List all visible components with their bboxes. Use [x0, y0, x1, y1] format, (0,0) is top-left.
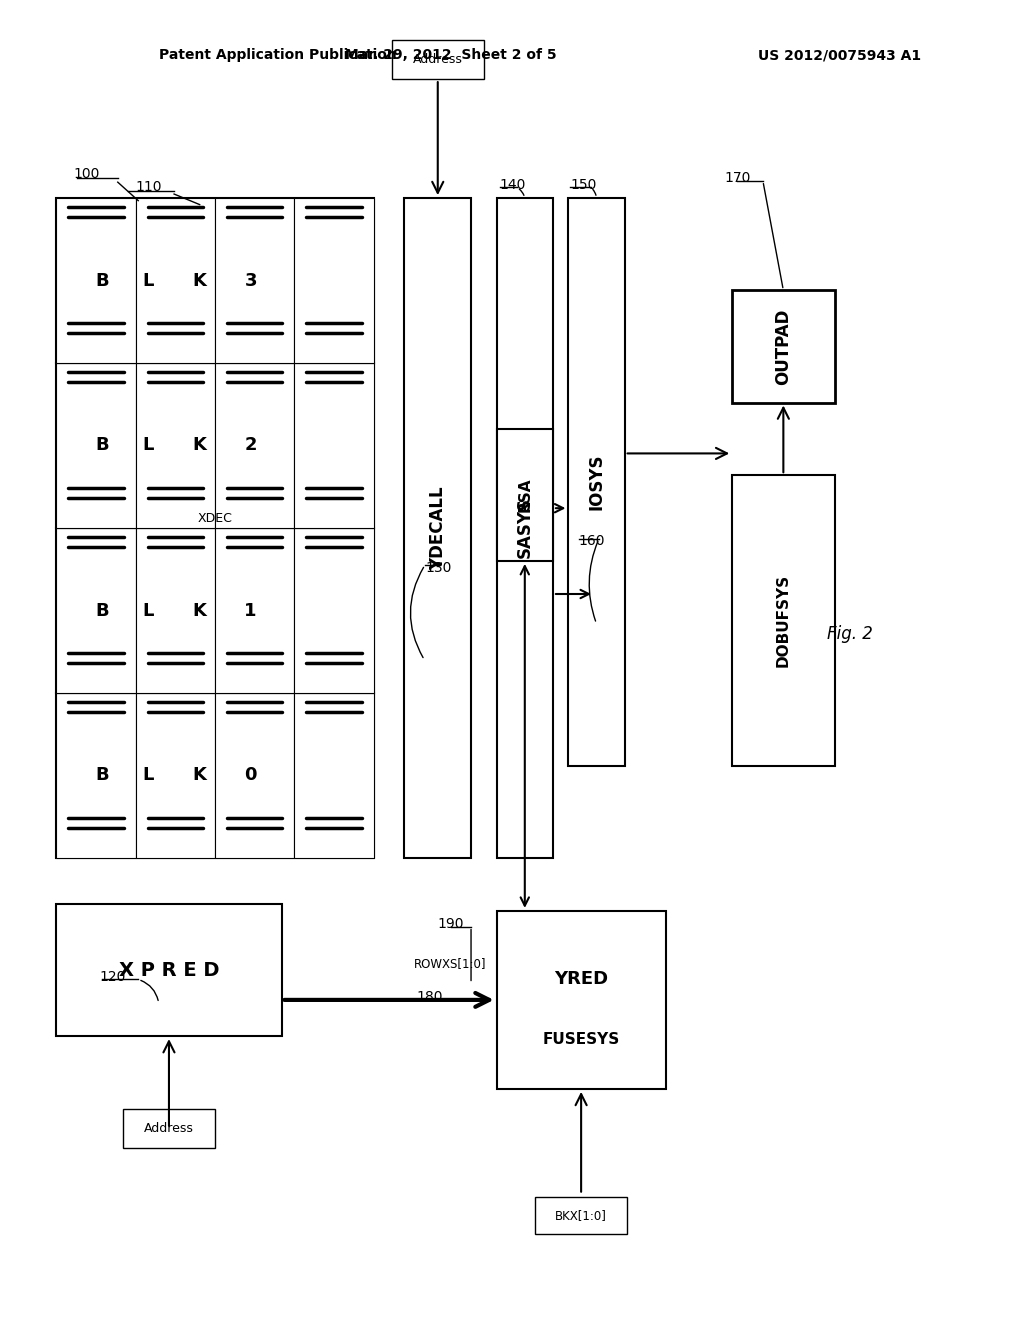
FancyBboxPatch shape — [56, 528, 374, 693]
Text: 0: 0 — [245, 767, 257, 784]
FancyBboxPatch shape — [497, 911, 666, 1089]
Text: L: L — [142, 437, 154, 454]
Text: OUTPAD: OUTPAD — [774, 309, 793, 384]
FancyBboxPatch shape — [135, 528, 215, 693]
FancyBboxPatch shape — [295, 693, 374, 858]
Text: X P R E D: X P R E D — [119, 961, 219, 979]
Text: 130: 130 — [425, 561, 452, 574]
Text: 170: 170 — [724, 172, 751, 185]
Text: Patent Application Publication: Patent Application Publication — [159, 49, 396, 62]
Text: Fig. 2: Fig. 2 — [827, 624, 872, 643]
Text: B: B — [95, 437, 109, 454]
FancyBboxPatch shape — [56, 198, 374, 363]
FancyBboxPatch shape — [295, 363, 374, 528]
Text: K: K — [193, 767, 206, 784]
Text: Mar. 29, 2012  Sheet 2 of 5: Mar. 29, 2012 Sheet 2 of 5 — [345, 49, 556, 62]
Text: L: L — [142, 272, 154, 289]
Text: B: B — [95, 272, 109, 289]
FancyBboxPatch shape — [497, 429, 553, 561]
FancyBboxPatch shape — [56, 363, 374, 528]
Text: 140: 140 — [500, 178, 526, 191]
Text: Address: Address — [413, 53, 463, 66]
FancyBboxPatch shape — [295, 528, 374, 693]
FancyBboxPatch shape — [732, 475, 835, 766]
Text: DOBUFSYS: DOBUFSYS — [776, 574, 791, 667]
FancyBboxPatch shape — [135, 198, 215, 363]
FancyBboxPatch shape — [535, 1197, 627, 1234]
FancyBboxPatch shape — [56, 693, 135, 858]
Text: 150: 150 — [570, 178, 597, 191]
FancyBboxPatch shape — [135, 693, 215, 858]
Text: BKX[1:0]: BKX[1:0] — [555, 1209, 607, 1222]
Text: L: L — [142, 602, 154, 619]
FancyBboxPatch shape — [215, 693, 295, 858]
FancyBboxPatch shape — [568, 198, 625, 766]
Text: US 2012/0075943 A1: US 2012/0075943 A1 — [758, 49, 922, 62]
Text: RSA: RSA — [517, 478, 532, 512]
FancyBboxPatch shape — [497, 198, 553, 858]
Text: B: B — [95, 767, 109, 784]
FancyBboxPatch shape — [732, 290, 835, 403]
Text: L: L — [142, 767, 154, 784]
FancyBboxPatch shape — [215, 198, 295, 363]
Text: 160: 160 — [579, 535, 605, 548]
Text: FUSESYS: FUSESYS — [543, 1032, 620, 1047]
Text: B: B — [95, 602, 109, 619]
FancyBboxPatch shape — [56, 363, 135, 528]
Text: 120: 120 — [99, 970, 126, 983]
FancyBboxPatch shape — [56, 198, 135, 363]
FancyBboxPatch shape — [56, 528, 135, 693]
Text: 180: 180 — [417, 990, 443, 1003]
Text: ROWXS[1:0]: ROWXS[1:0] — [415, 957, 486, 970]
Text: 1: 1 — [245, 602, 257, 619]
Text: 2: 2 — [245, 437, 257, 454]
Text: IOSYS: IOSYS — [588, 454, 605, 510]
FancyBboxPatch shape — [295, 198, 374, 363]
Text: YRED: YRED — [554, 969, 608, 987]
Text: 110: 110 — [135, 181, 162, 194]
FancyBboxPatch shape — [391, 40, 484, 79]
Text: K: K — [193, 437, 206, 454]
Text: K: K — [193, 602, 206, 619]
Text: SASYS: SASYS — [516, 498, 534, 558]
Text: Address: Address — [144, 1122, 194, 1135]
FancyBboxPatch shape — [56, 693, 374, 858]
FancyBboxPatch shape — [215, 363, 295, 528]
FancyBboxPatch shape — [123, 1109, 215, 1148]
Text: 100: 100 — [74, 168, 100, 181]
FancyBboxPatch shape — [56, 904, 282, 1036]
FancyBboxPatch shape — [215, 528, 295, 693]
FancyBboxPatch shape — [135, 363, 215, 528]
FancyBboxPatch shape — [404, 198, 471, 858]
Text: YDECALL: YDECALL — [429, 486, 446, 570]
Text: XDEC: XDEC — [198, 512, 232, 525]
Text: 3: 3 — [245, 272, 257, 289]
Text: 190: 190 — [437, 917, 464, 931]
Text: K: K — [193, 272, 206, 289]
